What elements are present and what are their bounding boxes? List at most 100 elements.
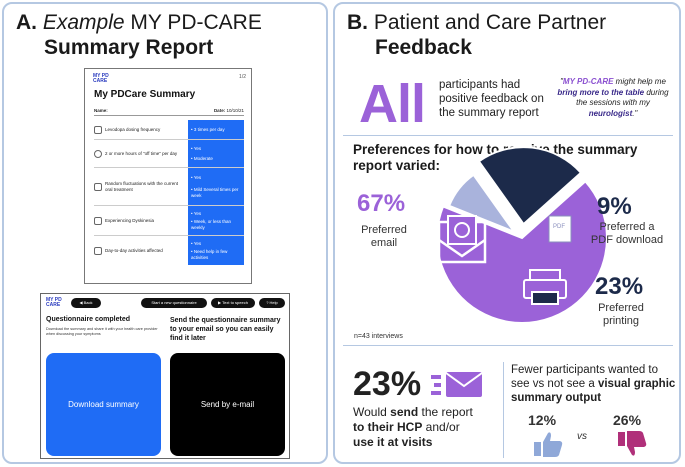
panel-b-title-line2: Feedback <box>375 36 472 59</box>
preferences-heading: Preferences for how to receive the summa… <box>353 142 638 173</box>
send-text-3: and/or <box>422 420 460 434</box>
row-value-cell: Yes Moderate <box>188 140 244 167</box>
name-label: Name: <box>94 108 108 113</box>
thumb-up-pct: 12% <box>528 412 557 428</box>
quote-mid: might help me <box>613 77 666 86</box>
send-text-1: Would <box>353 405 391 419</box>
summary-logo-line2: CARE <box>93 78 108 84</box>
quote-close: ." <box>632 108 638 118</box>
thumbs-up-icon <box>534 432 563 457</box>
help-label: Help <box>269 300 278 305</box>
row-label: 2 or more hours of "off time" per day <box>105 150 178 156</box>
text-to-speech-button[interactable]: ▶ Text to speech <box>211 298 255 308</box>
row-label-cell: 2 or more hours of "off time" per day <box>94 140 188 167</box>
pie-chart: PDF <box>436 146 608 324</box>
download-summary-button[interactable]: Download summary <box>46 353 161 456</box>
row-label-cell: Random fluctuations with the current ora… <box>94 168 188 205</box>
clock-icon <box>94 149 102 158</box>
panel-a-title: A. Example MY PD-CARE Summary Report <box>16 10 262 60</box>
row-value: Yes <box>191 175 241 181</box>
pie-slice-pdf <box>447 173 517 235</box>
row-label: Levodopa dosing frequency <box>105 126 161 132</box>
row-label-cell: Levodopa dosing frequency <box>94 120 188 139</box>
back-label: Back <box>83 300 93 305</box>
row-label-cell: Day-to-day activities affected <box>94 236 188 265</box>
separator-top <box>343 135 673 136</box>
summary-row: Experiencing Dyskinesia Yes Week, or less… <box>94 206 244 236</box>
summary-row: Day-to-day activities affected Yes Need h… <box>94 236 244 265</box>
help-button[interactable]: ? Help <box>259 298 285 308</box>
row-value: Week, or less than weekly <box>191 219 241 230</box>
panel-a: A. Example MY PD-CARE Summary Report MY … <box>2 2 328 464</box>
back-button[interactable]: ◀ Back <box>71 298 101 308</box>
row-value: 3 times per day <box>191 127 241 133</box>
panel-b-title: B. Patient and Care Partner Feedback <box>347 10 606 60</box>
summary-report-document: MY PD CARE 1/2 My PDCare Summary Name: D… <box>84 68 252 284</box>
app-logo: MY PD CARE <box>46 298 62 308</box>
pdf-icon-text: PDF <box>553 224 565 230</box>
row-value-cell: Yes Week, or less than weekly <box>188 206 244 235</box>
summary-logo: MY PD CARE <box>93 74 109 84</box>
fewer-text: Fewer participants wanted to see vs not … <box>511 363 679 405</box>
page-number: 1/2 <box>239 74 246 80</box>
thumbs-down-icon <box>618 431 647 456</box>
quote-bold-2: neurologist <box>588 108 633 118</box>
print-label: Preferred printing <box>598 302 644 327</box>
send-pct: 23% <box>353 365 422 403</box>
n-note: n=43 interviews <box>354 333 403 340</box>
tts-label: Text to speech <box>222 300 248 305</box>
app-logo-line2: CARE <box>46 302 61 308</box>
date-field: Date: 10/10/21 <box>214 108 244 113</box>
summary-row: Levodopa dosing frequency 3 times per da… <box>94 120 244 140</box>
quote-brand: MY PD-CARE <box>562 77 614 86</box>
send-text-b3: use it at visits <box>353 435 433 449</box>
pdf-pct: 9% <box>597 193 632 220</box>
app-screen: MY PD CARE ◀ Back Start a new questionna… <box>40 293 290 459</box>
fluctuation-icon <box>94 182 102 191</box>
print-pct: 23% <box>595 273 644 300</box>
all-word: All <box>359 74 426 134</box>
row-value-cell: Yes Need help in few activities <box>188 236 244 265</box>
pdf-icon <box>548 215 572 243</box>
send-email-button[interactable]: Send by e-mail <box>170 353 285 456</box>
email-pct: 67% <box>357 190 406 217</box>
email-label: Preferred email <box>361 224 407 249</box>
pill-icon <box>94 125 102 134</box>
panel-b-title-rest: Patient and Care Partner <box>373 11 607 34</box>
row-value: Mild Several times per week <box>191 187 241 198</box>
panel-a-title-italic: Example <box>42 11 125 34</box>
date-label: Date: <box>213 108 226 113</box>
summary-logo-line1: MY PD <box>93 73 109 79</box>
thumb-down-pct: 26% <box>613 412 642 428</box>
activity-icon <box>94 246 102 255</box>
row-value: Need help in few activities <box>191 249 241 260</box>
row-label: Experiencing Dyskinesia <box>105 217 155 223</box>
row-value: Moderate <box>191 156 241 162</box>
fewer-text-bold: visual graphic summary output <box>511 378 676 404</box>
summary-row: 2 or more hours of "off time" per day Ye… <box>94 140 244 168</box>
summary-title: My PDCare Summary <box>94 89 196 100</box>
pie-slice-print <box>477 146 583 226</box>
panel-b-content: All participants had positive feedback o… <box>335 4 681 462</box>
row-label-cell: Experiencing Dyskinesia <box>94 206 188 235</box>
all-text: participants had positive feedback on th… <box>439 79 544 119</box>
send-text-2: the report <box>418 405 473 419</box>
participant-quote: "MY PD-CARE might help me bring more to … <box>551 77 675 119</box>
app-top-bar: MY PD CARE ◀ Back Start a new questionna… <box>41 294 289 313</box>
panel-a-title-rest: MY PD-CARE <box>124 11 262 34</box>
send-text-b1: send <box>390 405 419 419</box>
panel-b-prefix: B. <box>347 11 374 34</box>
fewer-text-1: Fewer participants wanted to see vs not … <box>511 364 659 390</box>
new-questionnaire-button[interactable]: Start a new questionnaire <box>141 298 207 308</box>
quote-open: " <box>560 77 563 86</box>
vs-label: vs <box>577 431 587 442</box>
pdf-label: Preferred a PDF download <box>590 221 664 246</box>
row-label: Random fluctuations with the current ora… <box>105 181 179 192</box>
send-text-b2: to their HCP <box>353 420 423 434</box>
person-icon <box>94 216 102 225</box>
row-value-cell: Yes Mild Several times per week <box>188 168 244 205</box>
completed-subtext: Download the summary and share it with y… <box>46 327 158 336</box>
send-heading: Send the questionnaire summary to your e… <box>170 317 281 342</box>
completed-heading: Questionnaire completed <box>46 316 131 323</box>
printer-icon <box>523 269 567 305</box>
